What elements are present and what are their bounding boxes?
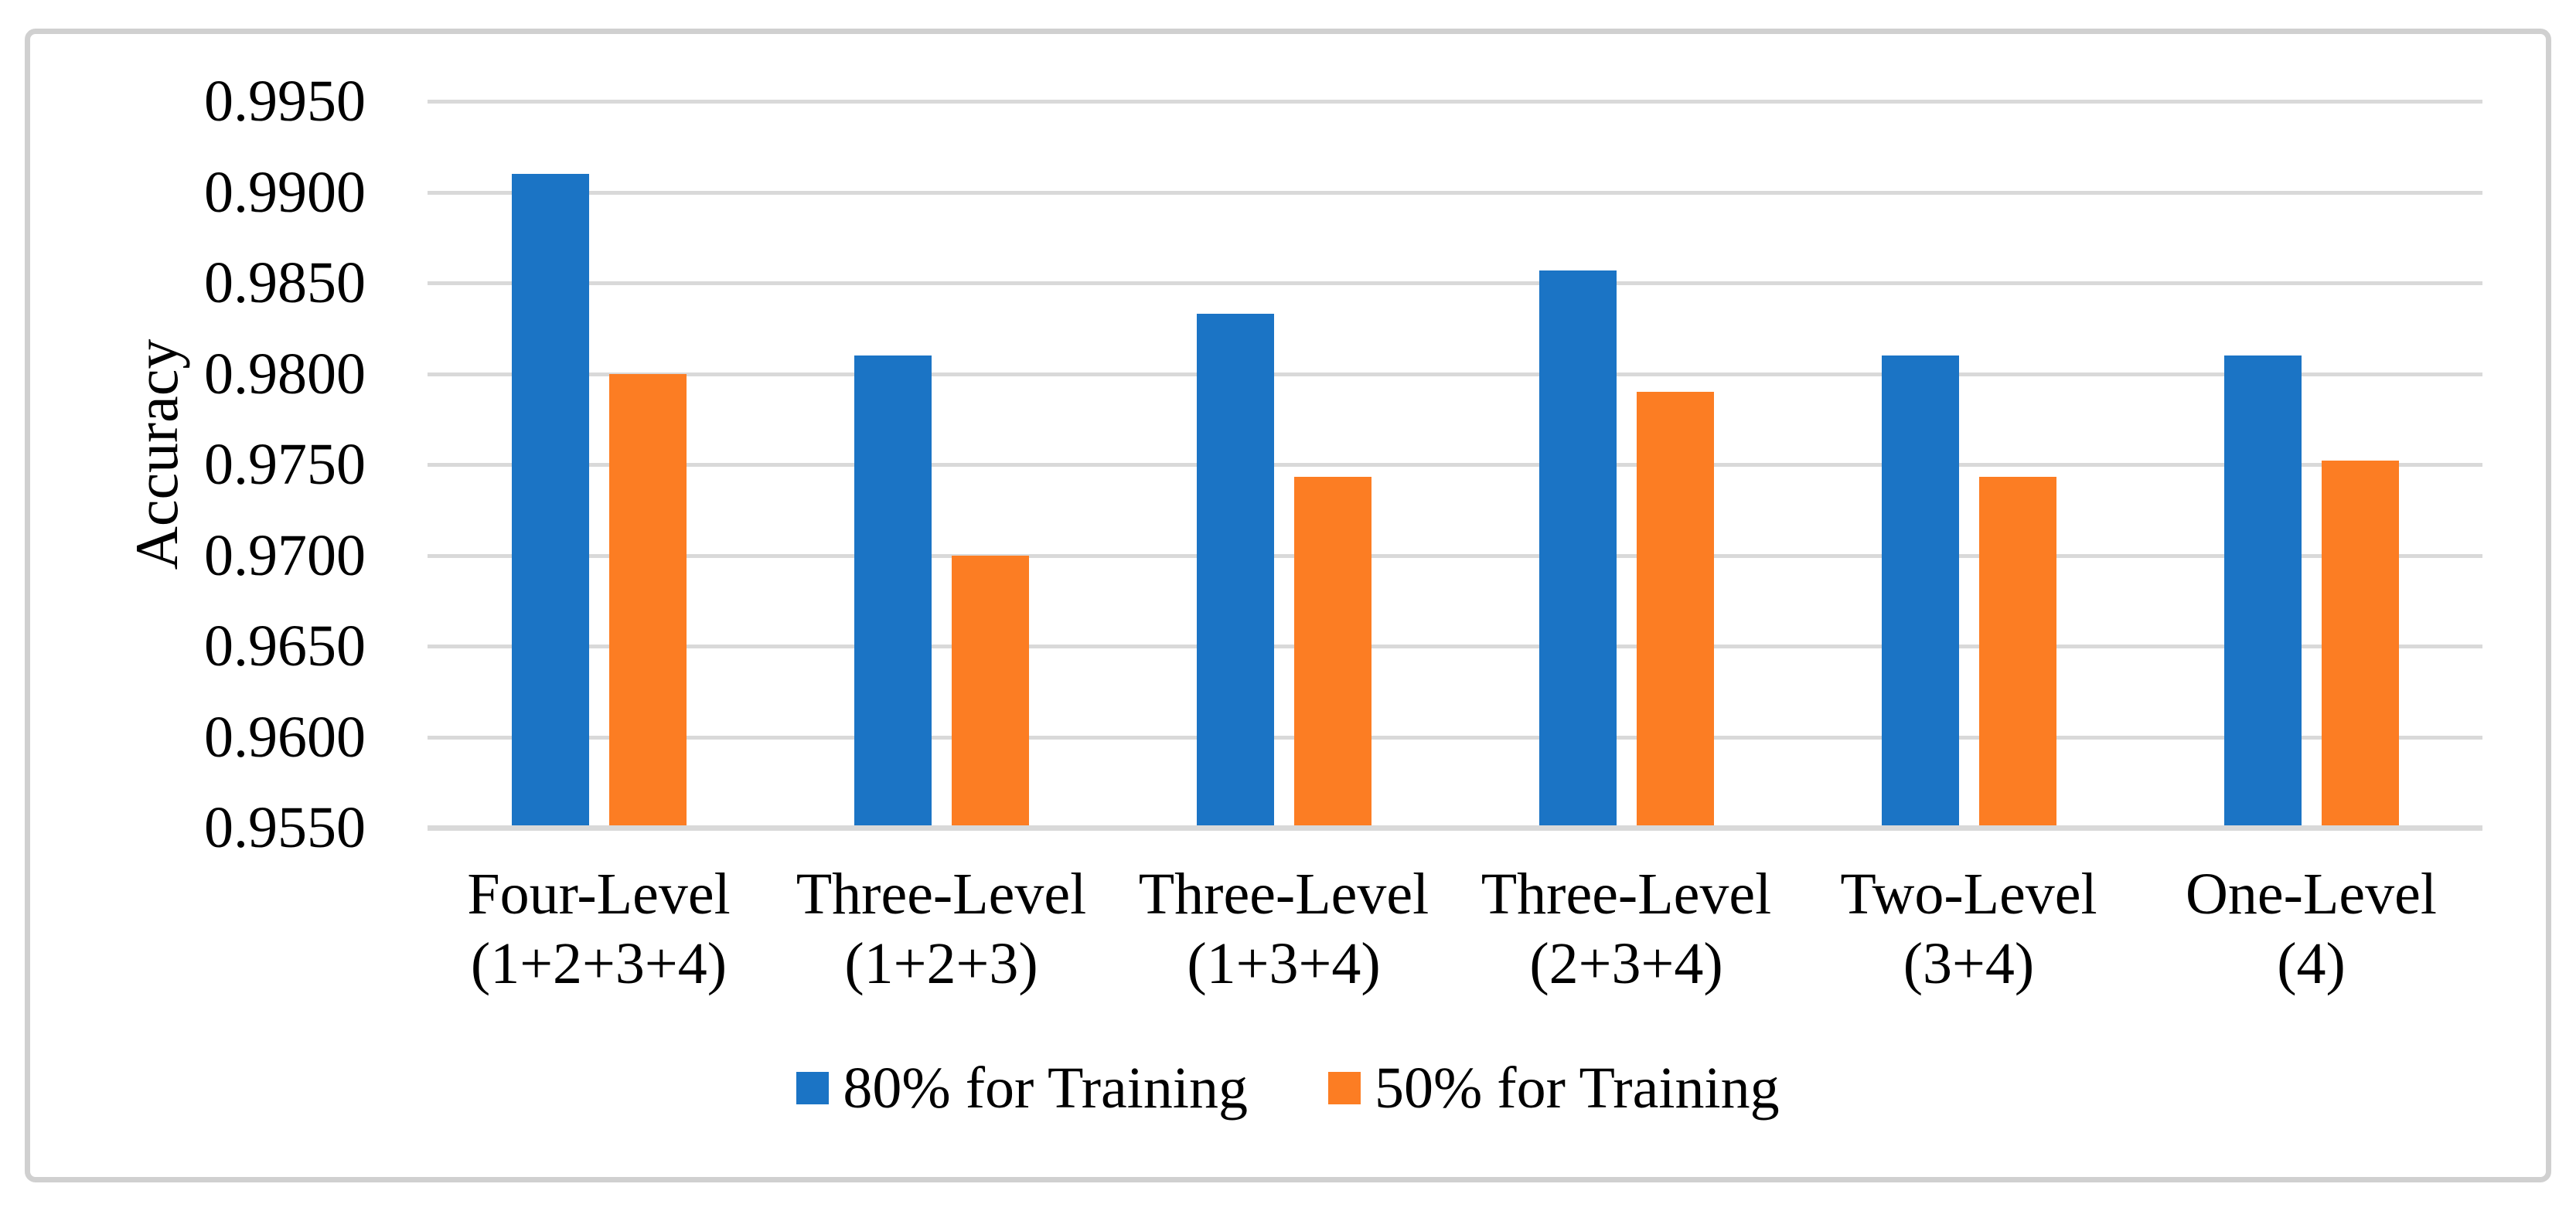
legend: 80% for Training 50% for Training xyxy=(0,1053,2576,1124)
x-category-label-line1: Three-Level xyxy=(1481,862,1772,927)
legend-item-50pct-training: 50% for Training xyxy=(1328,1053,1780,1123)
x-category-label-line2: (1+2+3) xyxy=(844,931,1038,996)
x-category-label: Four-Level (1+2+3+4) xyxy=(421,859,777,998)
x-category-label-line2: (3+4) xyxy=(1903,931,2035,996)
x-category-label-line2: (4) xyxy=(2277,931,2346,996)
gridline xyxy=(428,553,2482,558)
y-tick-label: 0.9750 xyxy=(204,432,366,497)
legend-item-80pct-training: 80% for Training xyxy=(796,1053,1248,1123)
gridline xyxy=(428,372,2482,376)
legend-swatch-80pct-icon xyxy=(796,1072,830,1104)
gridline xyxy=(428,463,2482,467)
bar-80pct-4 xyxy=(1538,270,1617,825)
y-tick-label: 0.9550 xyxy=(204,795,366,860)
gridline xyxy=(428,190,2482,195)
bar-50pct-6 xyxy=(2321,461,2399,825)
x-category-label-line1: Three-Level xyxy=(796,862,1087,927)
bar-80pct-3 xyxy=(1196,313,1274,825)
bar-80pct-2 xyxy=(854,355,932,825)
x-category-label-line1: One-Level xyxy=(2186,862,2437,927)
x-category-label-line1: Two-Level xyxy=(1840,862,2097,927)
bar-50pct-2 xyxy=(951,555,1029,825)
x-category-label-line2: (2+3+4) xyxy=(1529,931,1723,996)
bar-50pct-4 xyxy=(1636,392,1714,825)
gridline xyxy=(428,645,2482,648)
x-category-label-line1: Four-Level xyxy=(467,862,731,927)
x-category-label: Three-Level (2+3+4) xyxy=(1449,859,1804,998)
bar-50pct-1 xyxy=(608,373,687,825)
x-category-label: One-Level (4) xyxy=(2134,859,2489,998)
x-category-label: Three-Level (1+2+3) xyxy=(764,859,1119,998)
x-category-label: Three-Level (1+3+4) xyxy=(1106,859,1462,998)
legend-label-50pct: 50% for Training xyxy=(1375,1056,1780,1121)
legend-label-80pct: 80% for Training xyxy=(843,1056,1248,1121)
bar-80pct-6 xyxy=(2223,355,2302,825)
y-tick-label: 0.9850 xyxy=(204,250,366,315)
y-tick-label: 0.9650 xyxy=(204,614,366,679)
y-tick-label: 0.9600 xyxy=(204,704,366,770)
x-category-label-line2: (1+3+4) xyxy=(1187,931,1381,996)
bar-80pct-1 xyxy=(511,174,589,825)
y-tick-label: 0.9800 xyxy=(204,341,366,407)
bar-50pct-3 xyxy=(1293,477,1371,825)
gridline xyxy=(428,735,2482,740)
gridline xyxy=(428,100,2482,104)
y-tick-label: 0.9900 xyxy=(204,159,366,225)
chart-frame xyxy=(25,29,2551,1182)
bar-50pct-5 xyxy=(1978,477,2056,825)
y-tick-label: 0.9950 xyxy=(204,69,366,134)
legend-swatch-50pct-icon xyxy=(1328,1072,1361,1104)
bar-80pct-5 xyxy=(1881,355,1959,825)
x-category-label-line1: Three-Level xyxy=(1138,862,1429,927)
x-category-label: Two-Level (3+4) xyxy=(1791,859,2147,998)
x-axis-baseline xyxy=(428,825,2482,831)
gridline xyxy=(428,281,2482,285)
x-category-label-line2: (1+2+3+4) xyxy=(470,931,727,996)
y-tick-label: 0.9700 xyxy=(204,522,366,588)
